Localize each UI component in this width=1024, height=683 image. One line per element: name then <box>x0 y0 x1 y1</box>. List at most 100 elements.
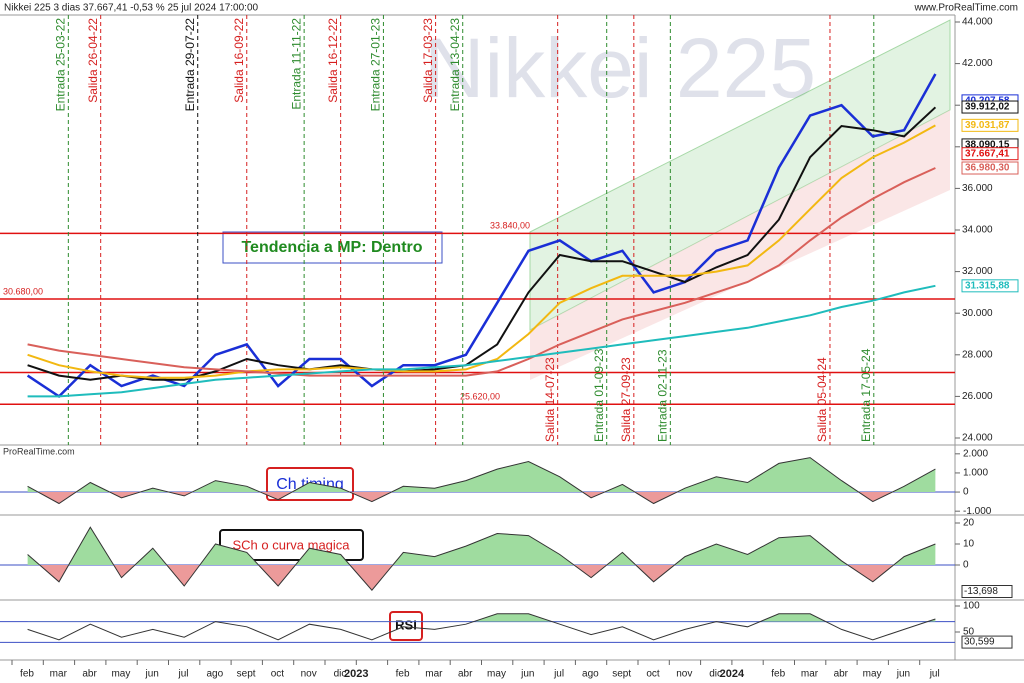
y-tick-label: 36.000 <box>962 183 993 194</box>
x-tick-label: ago <box>206 669 223 680</box>
trend-box <box>222 231 443 264</box>
x-tick-label: feb <box>20 669 34 680</box>
x-tick-label: oct <box>271 669 285 680</box>
price-marker <box>961 118 1019 132</box>
signal-label: Salida 16-12-22 <box>326 18 340 103</box>
trend-note: Tendencia a MP: Dentro <box>241 239 422 256</box>
signal-label: Entrada 17-05-24 <box>859 348 873 442</box>
y-tick-label: 26.000 <box>962 391 993 402</box>
signal-label: Salida 14-07-23 <box>543 357 557 442</box>
x-tick-label: nov <box>301 669 317 680</box>
watermark: Nikkei 225 <box>424 21 816 115</box>
oscillator-line <box>27 457 936 505</box>
price-marker-label: 39.912,02 <box>965 102 1010 113</box>
price-marker <box>961 279 1019 293</box>
chart-title: Nikkei 225 3 dias 37.667,41 -0,53 % 25 j… <box>4 3 259 14</box>
y-tick-label: 20 <box>963 518 975 529</box>
x-tick-label: jul <box>553 669 564 680</box>
level-label: 25.620,00 <box>460 392 500 402</box>
last-marker <box>961 585 1013 598</box>
y-tick-label: 1.000 <box>963 468 988 479</box>
x-tick-label: may <box>111 669 130 680</box>
y-tick-label: 10 <box>963 539 975 550</box>
y-tick-label: 42.000 <box>962 58 993 69</box>
signal-label: Entrada 27-01-23 <box>369 18 383 112</box>
y-tick-label: 100 <box>963 601 980 612</box>
area-positive <box>27 613 936 622</box>
x-tick-label: sept <box>612 669 631 680</box>
area-negative <box>27 565 936 591</box>
x-tick-label: jun <box>896 669 910 680</box>
trend-channel-lower <box>530 110 950 380</box>
y-tick-label: 50 <box>963 627 975 638</box>
price-marker-label: 38.090,15 <box>965 140 1010 151</box>
price-marker-label: 31.315,88 <box>965 280 1010 291</box>
y-tick-label: 0 <box>963 560 969 571</box>
area-negative <box>27 492 936 504</box>
signal-label: Salida 27-09-23 <box>619 357 633 442</box>
x-tick-label: dic <box>709 669 722 680</box>
signal-label: Entrada 13-04-23 <box>448 18 462 112</box>
y-tick-label: 30.000 <box>962 308 993 319</box>
price-marker-label: 39.031,87 <box>965 120 1010 131</box>
x-tick-label: jun <box>520 669 534 680</box>
price-marker <box>961 100 1019 114</box>
level-label: 33.840,00 <box>490 221 530 231</box>
x-tick-label: 2024 <box>720 668 745 680</box>
area-positive <box>27 527 936 565</box>
y-tick-label: 0 <box>963 487 969 498</box>
signal-label: Salida 26-04-22 <box>86 18 100 103</box>
price-marker-label: 37.667,41 <box>965 148 1010 159</box>
last-marker-label: 30,599 <box>964 637 995 648</box>
moving-average <box>27 167 936 377</box>
x-tick-label: jun <box>145 669 159 680</box>
x-tick-label: feb <box>396 669 410 680</box>
x-tick-label: jul <box>177 669 188 680</box>
moving-average <box>27 106 937 381</box>
x-tick-label: jul <box>929 669 940 680</box>
signal-label: Entrada 25-03-22 <box>54 18 68 112</box>
x-tick-label: abr <box>458 669 473 680</box>
x-tick-label: mar <box>425 669 443 680</box>
x-tick-label: abr <box>834 669 849 680</box>
moving-average <box>27 284 936 398</box>
signal-label: Entrada 02-11-23 <box>656 349 670 442</box>
x-tick-label: mar <box>801 669 819 680</box>
last-marker-label: -13,698 <box>964 586 998 597</box>
panel-label: RSI <box>395 617 417 632</box>
x-tick-label: oct <box>646 669 660 680</box>
y-tick-label: -1.000 <box>963 506 992 517</box>
price-marker <box>961 161 1019 175</box>
x-tick-label: may <box>487 669 506 680</box>
footer-source: ProRealTime.com <box>3 446 75 456</box>
x-tick-label: mar <box>50 669 68 680</box>
price-marker <box>961 147 1019 161</box>
level-label: 30.680,00 <box>3 286 43 296</box>
y-tick-label: 34.000 <box>962 225 993 236</box>
signal-label: Salida 05-04-24 <box>815 357 829 442</box>
price-marker-label: 36.980,30 <box>965 163 1010 174</box>
y-tick-label: 44.000 <box>962 17 993 28</box>
signal-label: Entrada 11-11-22 <box>289 18 303 110</box>
oscillator-line <box>27 613 936 641</box>
x-tick-label: 2023 <box>344 668 368 680</box>
signal-label: Salida 17-03-23 <box>421 18 435 103</box>
x-tick-label: feb <box>771 669 785 680</box>
panel-label: SCh o curva magica <box>232 537 350 552</box>
x-tick-label: may <box>863 669 882 680</box>
signal-label: Salida 16-09-22 <box>232 18 246 103</box>
signal-label: Entrada 29-07-22 <box>183 18 197 112</box>
y-tick-label: 2.000 <box>963 448 988 459</box>
x-tick-label: ago <box>582 669 599 680</box>
y-tick-label: 28.000 <box>962 349 993 360</box>
y-tick-label: 32.000 <box>962 266 993 277</box>
source: www.ProRealTime.com <box>913 3 1018 14</box>
moving-average <box>27 124 936 379</box>
area-positive <box>27 457 936 493</box>
x-tick-label: abr <box>82 669 97 680</box>
signal-label: Entrada 01-09-23 <box>592 348 606 442</box>
y-tick-label: 24.000 <box>962 433 993 444</box>
x-tick-label: nov <box>676 669 692 680</box>
oscillator-line <box>27 526 936 591</box>
